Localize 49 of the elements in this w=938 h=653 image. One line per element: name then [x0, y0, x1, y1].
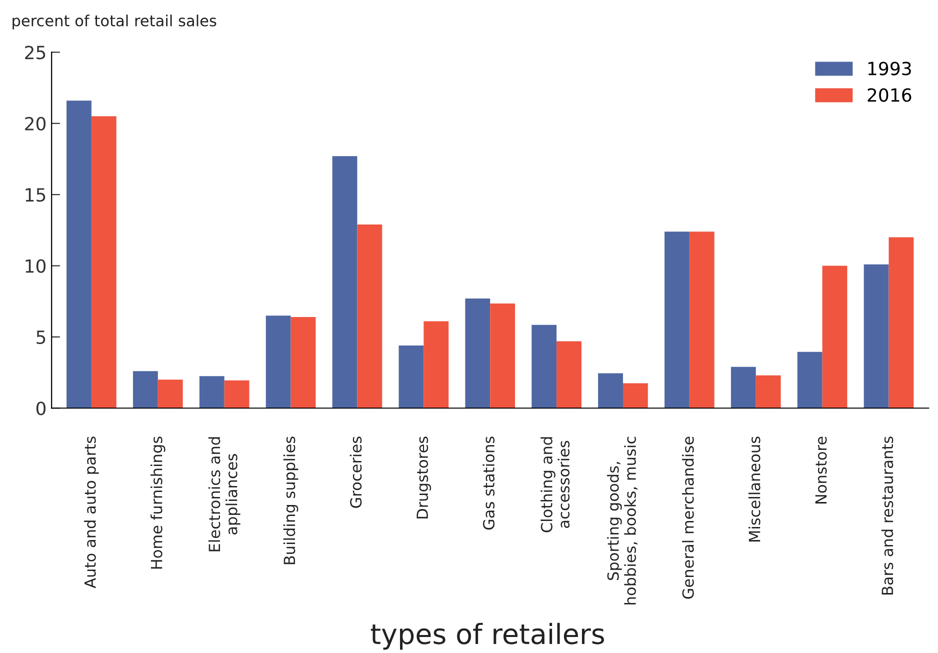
x-tick-label: General merchandise — [682, 436, 694, 599]
y-tick-label: 20 — [25, 116, 46, 131]
y-tick-label: 0 — [36, 402, 46, 416]
bar — [822, 266, 848, 408]
bar — [158, 380, 183, 408]
bar — [224, 380, 250, 408]
x-tick-label: Clothing and accessories — [540, 437, 570, 532]
x-tick-label: Groceries — [350, 436, 362, 508]
y-tick-label: 15 — [26, 188, 46, 202]
bar — [598, 373, 623, 408]
bar — [132, 371, 158, 408]
bar — [888, 237, 914, 408]
bar — [266, 316, 291, 408]
bar — [398, 345, 424, 408]
x-tick-label: Sporting goods, hobbies, books, music — [607, 436, 638, 604]
x-tick-label: Electronics and appliances — [208, 437, 240, 552]
bar — [532, 324, 557, 408]
y-tick-label: 5 — [36, 330, 46, 344]
bar — [490, 303, 516, 408]
legend-label: 1993 — [868, 62, 911, 76]
x-tick-label: Building supplies — [283, 436, 298, 564]
y-axis-title: percent of total retail sales — [12, 14, 216, 30]
bar — [290, 317, 316, 408]
bar — [357, 224, 382, 408]
x-tick-label: Auto and auto parts — [84, 436, 99, 588]
bar — [91, 116, 116, 408]
x-tick-label: Miscellaneous — [748, 436, 760, 542]
x-tick-label: Nonstore — [815, 436, 827, 504]
y-tick-label: 10 — [26, 259, 46, 273]
legend-label: 2016 — [868, 88, 912, 102]
bar — [797, 352, 822, 408]
x-tick-label: Gas stations — [482, 436, 495, 530]
bar — [66, 100, 92, 408]
bar — [199, 376, 224, 408]
bar — [864, 264, 889, 408]
x-tick-label: Bars and restaurants — [881, 436, 894, 595]
x-tick-label: Drugstores — [416, 436, 432, 518]
x-tick-label: Home furnishings — [150, 436, 166, 569]
bar — [556, 341, 582, 408]
y-tick-label: 25 — [25, 46, 46, 60]
bar — [424, 321, 449, 408]
bar — [622, 383, 648, 408]
bar — [664, 232, 690, 408]
x-axis-title: types of retailers — [370, 622, 604, 650]
bar — [689, 232, 714, 408]
bar — [730, 366, 756, 408]
bar — [332, 156, 358, 408]
bar — [756, 375, 781, 408]
bar — [465, 298, 490, 408]
